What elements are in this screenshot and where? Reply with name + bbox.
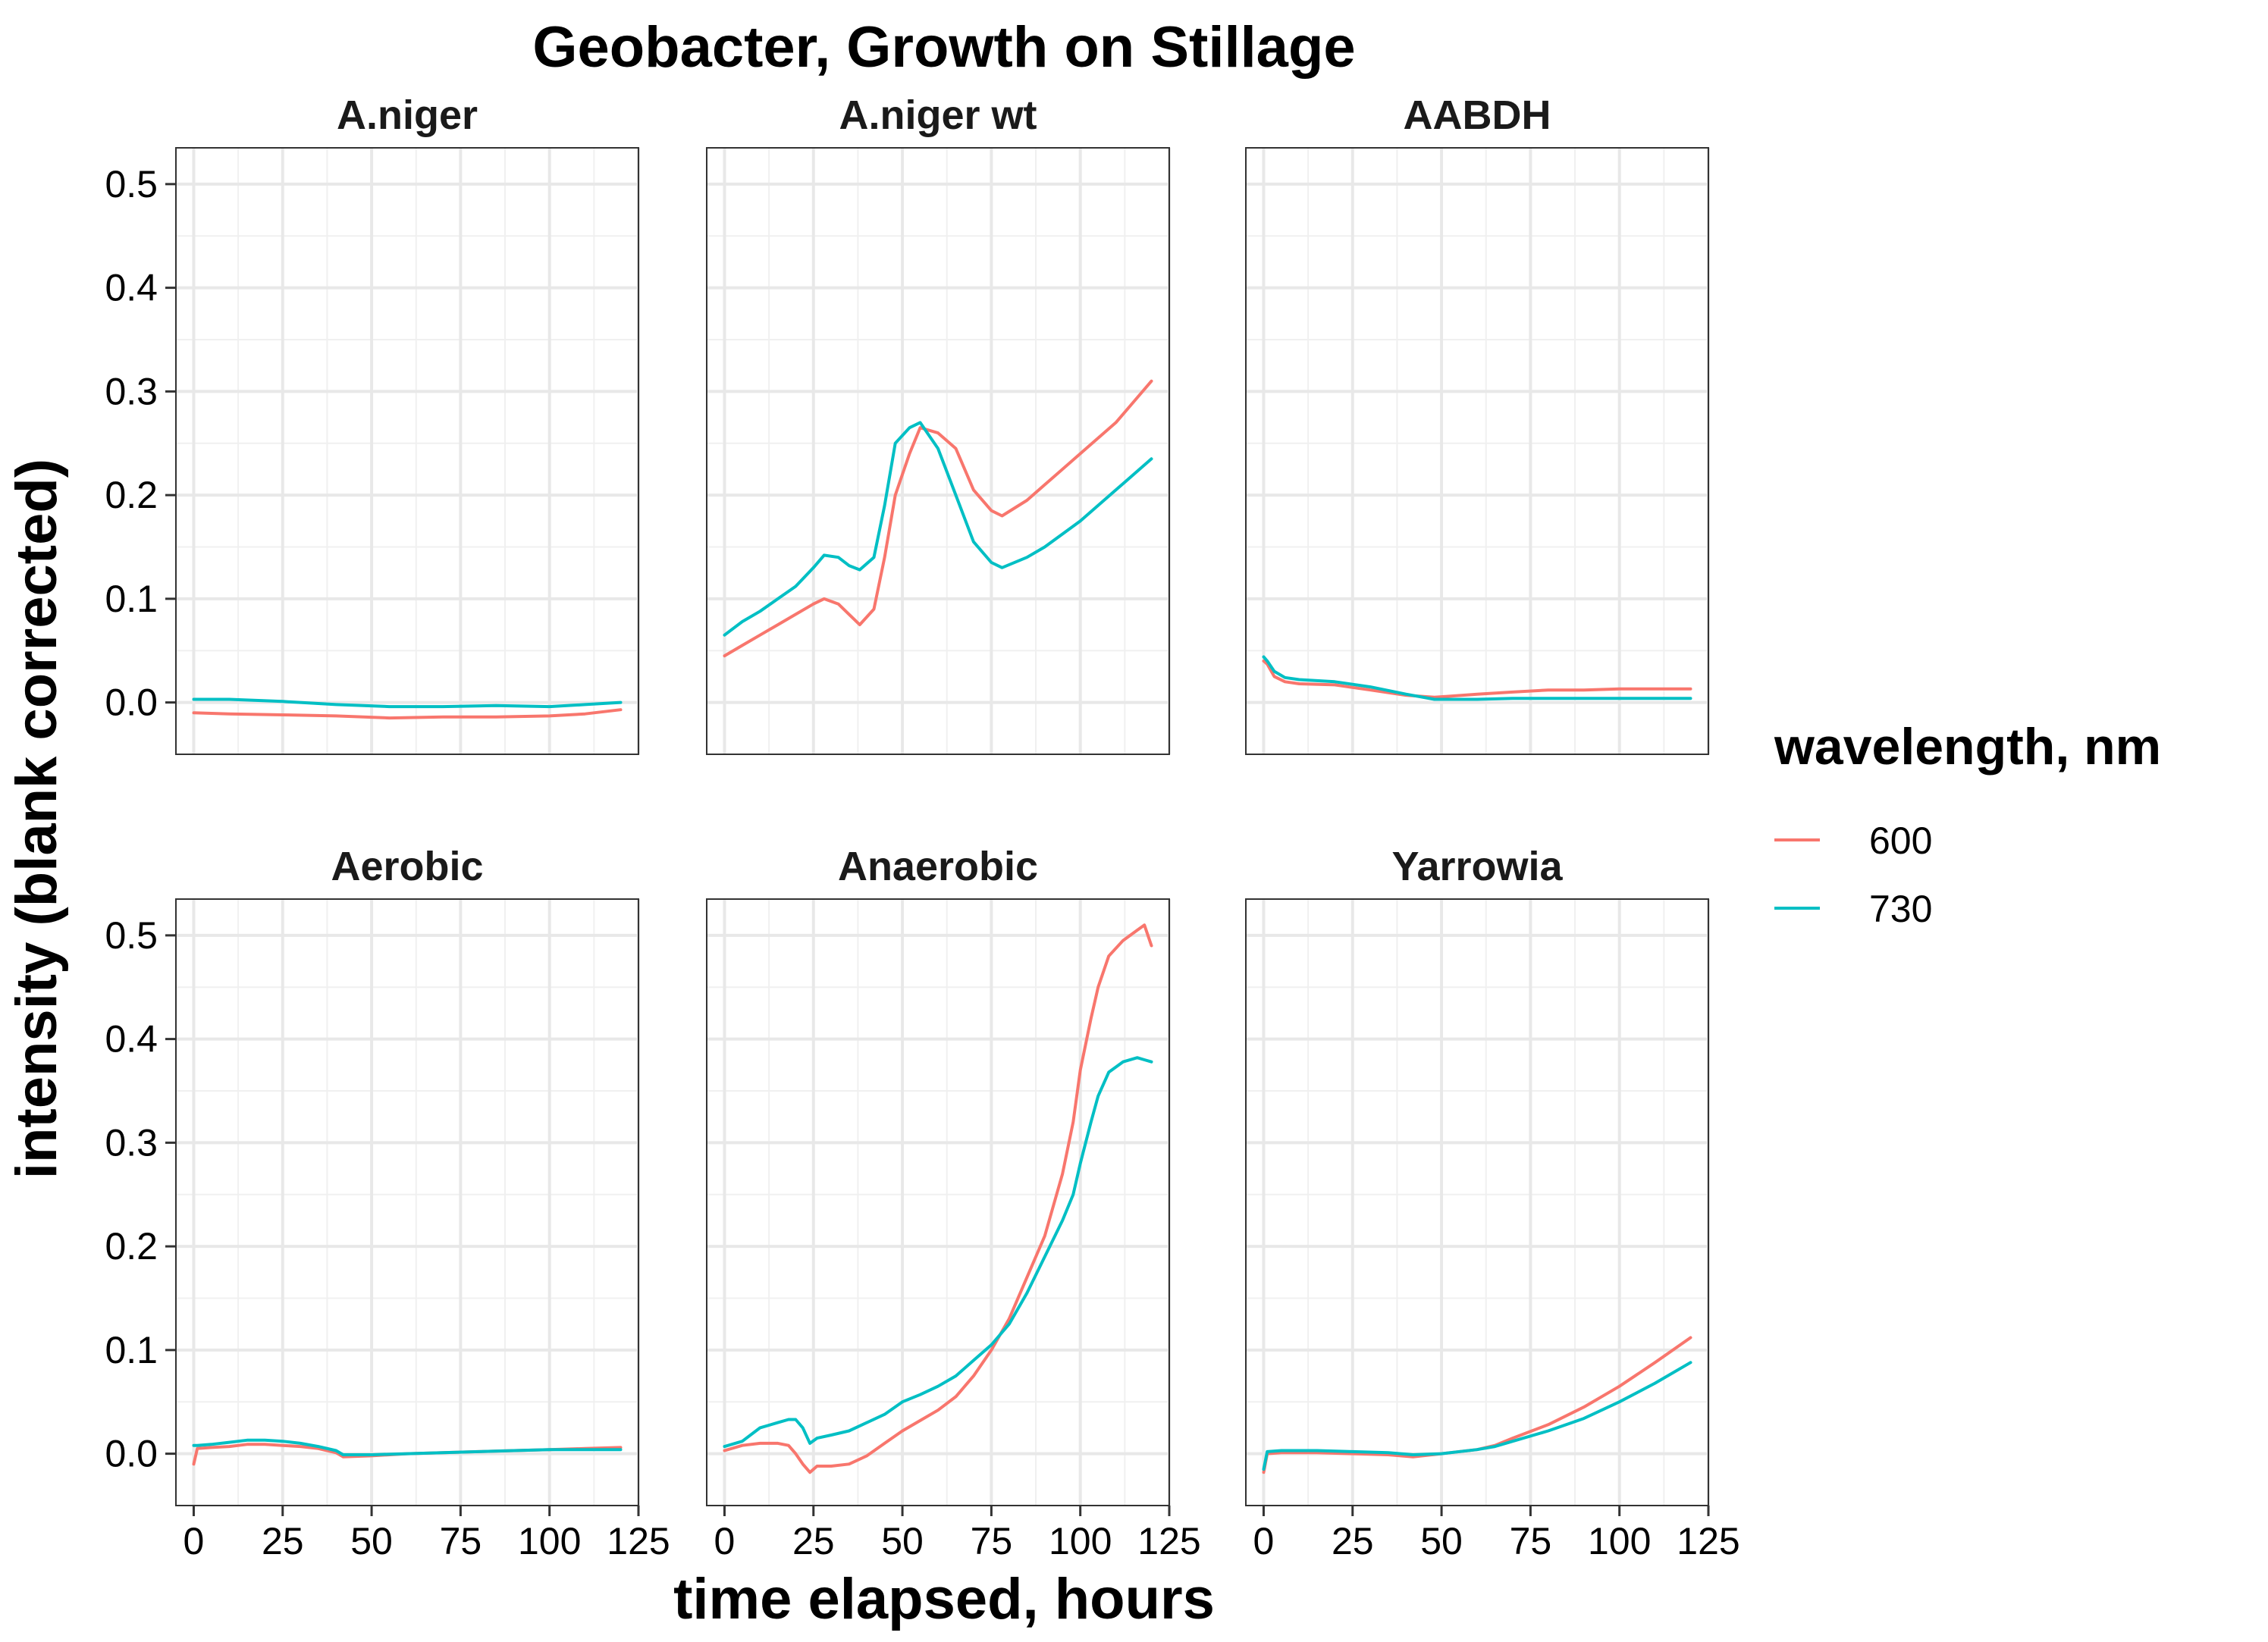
y-tick-label: 0.5 [105, 163, 158, 205]
x-tick-label: 100 [518, 1520, 581, 1562]
x-tick-label: 75 [1510, 1520, 1552, 1562]
panel-border [706, 898, 1170, 1506]
panel-anaerobic: Anaerobic 0 25 50 75 100 125 [706, 844, 1201, 1562]
series-line-730 [723, 421, 1153, 637]
series-line-600 [1262, 659, 1692, 699]
panel-border [175, 898, 639, 1506]
facet-panels: A.niger 0.0 0.1 0.2 0.3 0.4 0.5 A.niger wt AABDH… [105, 92, 1739, 1562]
x-tick-label: 50 [1420, 1520, 1463, 1562]
panel-a-niger: A.niger 0.0 0.1 0.2 0.3 0.4 0.5 [105, 92, 640, 755]
x-axis-title: time elapsed, hours [673, 1567, 1215, 1631]
x-tick-label: 0 [714, 1520, 736, 1562]
y-tick-label: 0.3 [105, 370, 158, 412]
panel-strip-label: A.niger wt [839, 92, 1037, 138]
x-tick-label: 100 [1588, 1520, 1651, 1562]
series-line-730 [192, 1438, 623, 1456]
panel-yarrowia: Yarrowia 0 25 50 75 100 125 [1245, 844, 1740, 1562]
y-tick-label: 0.4 [105, 1018, 158, 1061]
x-tick-label: 25 [262, 1520, 304, 1562]
legend-title: wavelength, nm [1774, 718, 2161, 776]
series-line-600 [723, 923, 1153, 1474]
panel-strip-label: Anaerobic [838, 844, 1038, 889]
series-line-730 [723, 1056, 1153, 1449]
series-line-730 [1262, 1361, 1692, 1471]
y-tick-label: 0.4 [105, 267, 158, 309]
x-tick-label: 75 [440, 1520, 482, 1562]
series-line-600 [723, 379, 1153, 658]
x-tick-label: 100 [1049, 1520, 1112, 1562]
y-tick-label: 0.1 [105, 1329, 158, 1371]
x-tick-label: 0 [184, 1520, 205, 1562]
y-tick-label: 0.2 [105, 1225, 158, 1268]
series-line-730 [192, 697, 623, 709]
panel-strip-label: A.niger [337, 92, 478, 138]
series-line-730 [1262, 655, 1692, 701]
series-line-600 [192, 708, 623, 720]
panel-strip-label: Yarrowia [1391, 844, 1563, 889]
x-tick-label: 75 [971, 1520, 1013, 1562]
x-tick-label: 125 [607, 1520, 670, 1562]
chart-title: Geobacter, Growth on Stillage [532, 15, 1355, 80]
y-tick-label: 0.5 [105, 914, 158, 957]
panel-aabdh: AABDH [1245, 92, 1710, 755]
panel-aerobic: Aerobic 0.0 0.1 0.2 0.3 0.4 0.5 0 25 50 75 100 125 [105, 844, 670, 1562]
y-tick-label: 0.3 [105, 1121, 158, 1164]
y-tick-label: 0.2 [105, 474, 158, 516]
legend: wavelength, nm 600 730 [1774, 718, 2161, 930]
panel-border [175, 147, 639, 755]
x-tick-label: 25 [792, 1520, 835, 1562]
legend-label-600: 600 [1869, 819, 1932, 862]
x-tick-label: 125 [1137, 1520, 1200, 1562]
panel-border [1245, 898, 1709, 1506]
legend-label-730: 730 [1869, 888, 1932, 930]
panel-border [706, 147, 1170, 755]
y-tick-label: 0.1 [105, 578, 158, 620]
x-tick-label: 0 [1253, 1520, 1275, 1562]
panel-strip-label: Aerobic [331, 844, 483, 889]
panel-a-niger-wt: A.niger wt [706, 92, 1171, 755]
panel-strip-label: AABDH [1404, 92, 1551, 138]
x-tick-label: 125 [1677, 1520, 1739, 1562]
x-tick-label: 25 [1332, 1520, 1374, 1562]
x-tick-label: 50 [350, 1520, 393, 1562]
y-tick-label: 0.0 [105, 682, 158, 724]
panel-border [1245, 147, 1709, 755]
x-tick-label: 50 [881, 1520, 924, 1562]
y-tick-label: 0.0 [105, 1433, 158, 1475]
y-axis-title: intensity (blank corrected) [5, 459, 69, 1179]
